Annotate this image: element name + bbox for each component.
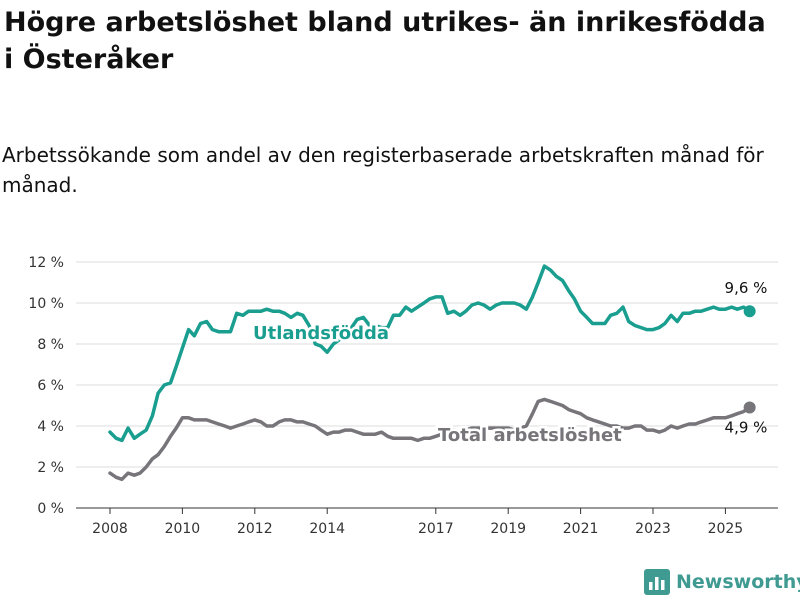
series-line	[108, 397, 752, 482]
series-label-total: Total arbetslöshet	[438, 425, 622, 446]
x-tick-label: 2008	[92, 521, 128, 537]
end-value-utlandsfodda: 9,6 %	[725, 279, 768, 297]
series-label-utlandsfodda: Utlandsfödda	[253, 323, 389, 344]
x-tick-label: 2017	[418, 521, 454, 537]
end-value-total: 4,9 %	[725, 419, 768, 437]
grid-lines	[76, 261, 778, 468]
x-tick-label: 2014	[309, 521, 345, 537]
x-tick-label: 2021	[563, 521, 599, 537]
x-tick-label: 2010	[165, 521, 201, 537]
series-line	[108, 264, 752, 443]
series-group	[108, 264, 756, 482]
y-axis-ticks: 0 % 2 % 4 % 6 % 8 % 10 % 12 %	[28, 255, 64, 517]
y-tick-label: 2 %	[37, 460, 64, 476]
x-tick-label: 2025	[708, 521, 744, 537]
logo-text: Newsworthy	[676, 571, 800, 593]
series-end-point	[743, 401, 756, 414]
y-tick-label: 6 %	[37, 378, 64, 394]
y-tick-label: 0 %	[37, 501, 64, 517]
y-tick-label: 12 %	[28, 255, 64, 271]
x-axis: 2008 2010 2012 2014 2017 2019 2021 2023 2025	[76, 507, 778, 537]
newsworthy-logo: Newsworthy	[644, 569, 800, 595]
x-tick-label: 2012	[237, 521, 273, 537]
y-tick-label: 4 %	[37, 419, 64, 435]
y-tick-label: 8 %	[37, 337, 64, 353]
x-tick-label: 2019	[490, 521, 526, 537]
series-end-point	[743, 305, 756, 318]
x-tick-label: 2023	[635, 521, 671, 537]
y-tick-label: 10 %	[28, 296, 64, 312]
bar-chart-logo-icon	[644, 569, 670, 595]
series-labels: Utlandsfödda Total arbetslöshet 9,6 % 4,9 %	[251, 279, 768, 448]
chart-subtitle: Arbetssökande som andel av den registerb…	[2, 143, 764, 197]
chart-title: Högre arbetslöshet bland utrikes- än inr…	[4, 7, 766, 75]
